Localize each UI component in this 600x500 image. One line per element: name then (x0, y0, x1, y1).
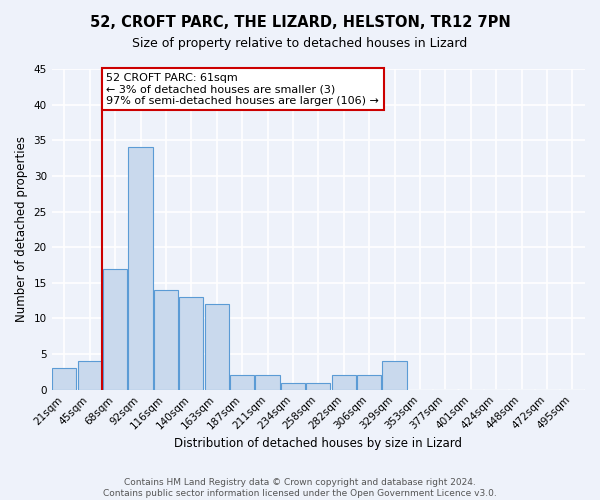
Bar (332, 376, 356, 390)
Bar (357, 376, 381, 390)
Bar (306, 382, 331, 390)
Bar (281, 382, 305, 390)
Bar (382, 361, 407, 390)
Bar (154, 290, 178, 390)
Bar (103, 268, 127, 390)
Text: Contains HM Land Registry data © Crown copyright and database right 2024.
Contai: Contains HM Land Registry data © Crown c… (103, 478, 497, 498)
Bar (52, 368, 76, 390)
Text: 52 CROFT PARC: 61sqm
← 3% of detached houses are smaller (3)
97% of semi-detache: 52 CROFT PARC: 61sqm ← 3% of detached ho… (106, 72, 379, 106)
Y-axis label: Number of detached properties: Number of detached properties (15, 136, 28, 322)
Bar (256, 376, 280, 390)
Bar (179, 297, 203, 390)
X-axis label: Distribution of detached houses by size in Lizard: Distribution of detached houses by size … (175, 437, 463, 450)
Bar (128, 148, 152, 390)
Text: 52, CROFT PARC, THE LIZARD, HELSTON, TR12 7PN: 52, CROFT PARC, THE LIZARD, HELSTON, TR1… (89, 15, 511, 30)
Text: Size of property relative to detached houses in Lizard: Size of property relative to detached ho… (133, 38, 467, 51)
Bar (205, 304, 229, 390)
Bar (77, 361, 102, 390)
Bar (230, 376, 254, 390)
